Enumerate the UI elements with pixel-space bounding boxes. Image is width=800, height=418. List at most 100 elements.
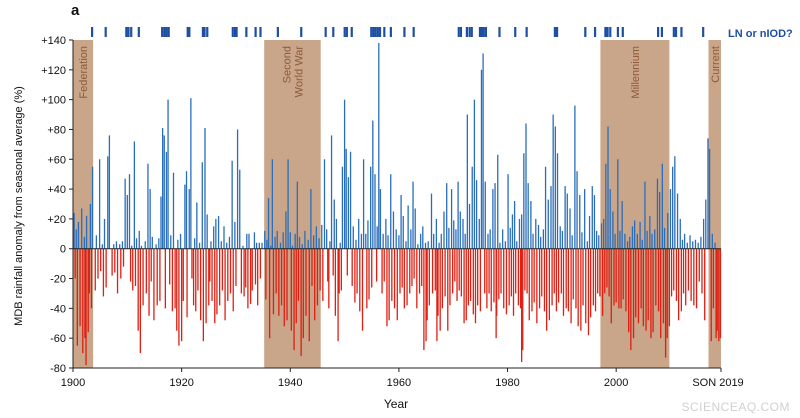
negative-bar [105,248,107,288]
positive-bar [525,123,527,249]
negative-bar [666,248,668,339]
event-tick [609,27,612,37]
negative-bar [452,248,454,294]
positive-bar [566,193,568,249]
event-tick [203,27,206,37]
positive-bar [362,159,365,249]
negative-bar [82,248,84,354]
negative-bar [599,248,601,297]
negative-bar [521,248,523,363]
positive-bar [554,126,556,249]
positive-bar [103,218,106,249]
event-tick [553,27,556,37]
negative-bar [545,248,548,331]
positive-bar [343,99,346,249]
negative-bar [585,248,587,324]
negative-bar [132,248,134,291]
negative-bar [286,248,288,321]
positive-bar [339,242,341,249]
event-tick [231,27,234,37]
negative-bar [332,248,334,276]
event-tick [125,27,128,37]
positive-bar [147,163,149,249]
positive-bar [489,229,491,249]
positive-bar [81,208,83,249]
y-tick-label: -80 [50,363,66,375]
positive-bar [374,174,376,249]
positive-bar [424,242,427,249]
negative-bar [463,248,465,324]
event-tick [621,27,624,37]
negative-bar [685,248,687,306]
positive-bar [624,233,626,249]
negative-bar [436,248,438,342]
y-tick-label: +40 [47,184,66,196]
positive-bar [226,242,228,249]
positive-bar [532,233,534,249]
event-tick [468,27,471,37]
negative-bar [510,248,512,297]
positive-bar [101,244,103,249]
positive-bar [185,171,188,249]
positive-bar [91,166,94,249]
positive-bar [609,189,611,249]
positive-bar [253,232,256,249]
positive-bar [540,236,542,249]
positive-bar [453,220,455,249]
negative-bar [562,248,565,316]
negative-bar [120,248,122,279]
negative-bar [524,248,526,291]
negative-bar [664,248,667,358]
negative-bar [526,248,528,294]
negative-bar [338,248,340,294]
y-tick-label: -60 [50,333,66,345]
positive-bar [329,241,331,249]
negative-bar [178,248,180,346]
negative-bar [268,248,271,339]
positive-bar [267,198,270,249]
positive-bar [395,229,397,249]
negative-bar [229,248,232,294]
negative-bar [305,248,307,316]
positive-bar [160,196,162,249]
positive-bar [708,148,711,249]
positive-bar [194,238,196,249]
negative-bar [254,248,257,285]
positive-bar [264,230,266,249]
y-tick-label: -20 [50,274,66,286]
negative-bar [257,248,259,306]
positive-bar [646,230,648,249]
positive-bar [443,211,445,249]
negative-bar [640,248,642,309]
positive-bar [85,215,88,249]
negative-bar [441,248,444,309]
x-axis-ticks: 1900 1920 1940 1960 1980 2000 [61,368,722,389]
event-tick [163,27,166,37]
event-ticks [91,27,705,37]
negative-bar [308,248,310,342]
panel-label: a [71,2,80,19]
positive-bar [271,159,273,249]
positive-bar [639,221,641,249]
positive-bar [128,174,131,249]
positive-bar [591,186,593,249]
positive-bar [307,239,309,249]
negative-bar [589,248,592,318]
negative-bar [655,248,657,306]
negative-bar [74,248,76,279]
negative-bar [391,248,393,301]
positive-bar [663,227,666,249]
positive-bar [422,226,424,249]
negative-bar [383,248,385,282]
negative-bar [632,248,635,339]
positive-bar [310,189,312,249]
positive-bar [158,238,160,249]
negative-bar [169,248,171,285]
positive-bar [378,42,380,249]
event-tick [656,27,660,37]
event-tick [201,27,205,37]
negative-bar [249,248,252,304]
event-tick [188,27,191,37]
negative-bar [560,248,562,294]
positive-bar [714,242,716,249]
